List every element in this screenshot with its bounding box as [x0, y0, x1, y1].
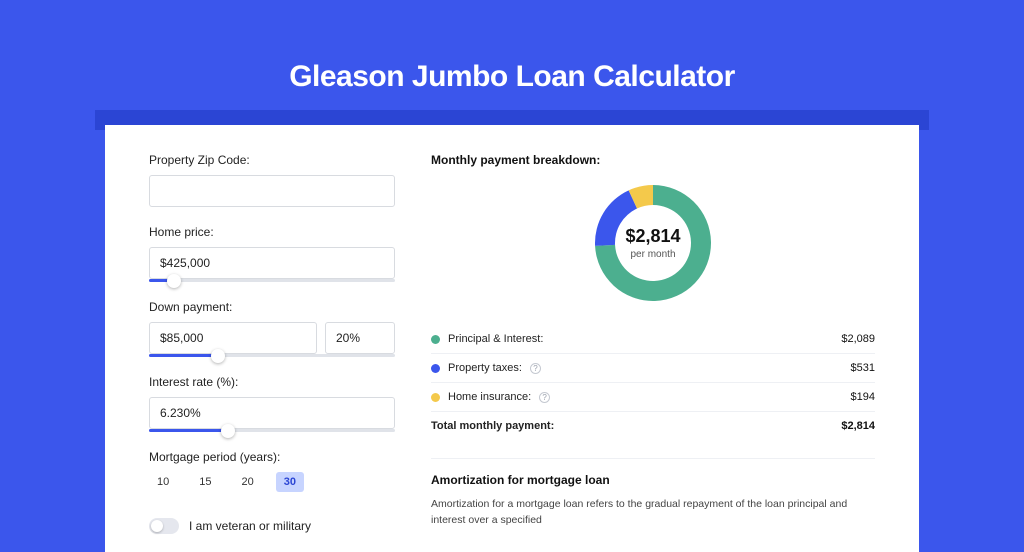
price-input[interactable] — [149, 247, 395, 279]
period-label: Mortgage period (years): — [149, 450, 395, 464]
legend-label: Principal & Interest: — [448, 333, 543, 345]
period-option-10[interactable]: 10 — [149, 472, 177, 492]
total-row: Total monthly payment: $2,814 — [431, 411, 875, 440]
zip-group: Property Zip Code: — [149, 153, 395, 207]
total-value: $2,814 — [841, 420, 875, 432]
donut-sub: per month — [630, 249, 675, 260]
page-title: Gleason Jumbo Loan Calculator — [0, 0, 1024, 94]
price-slider[interactable] — [149, 279, 395, 282]
legend-label: Home insurance: — [448, 391, 531, 403]
veteran-label: I am veteran or military — [189, 519, 311, 533]
down-slider-thumb[interactable] — [211, 349, 225, 363]
zip-input[interactable] — [149, 175, 395, 207]
rate-input[interactable] — [149, 397, 395, 429]
calculator-card: Property Zip Code: Home price: Down paym… — [105, 125, 919, 552]
rate-label: Interest rate (%): — [149, 375, 395, 389]
legend-row: Principal & Interest: $2,089 — [431, 325, 875, 353]
legend-value: $531 — [851, 362, 875, 374]
legend-label: Property taxes: — [448, 362, 522, 374]
veteran-toggle[interactable] — [149, 518, 179, 534]
legend-dot — [431, 335, 440, 344]
total-label: Total monthly payment: — [431, 420, 554, 432]
legend-value: $194 — [851, 391, 875, 403]
amortization-title: Amortization for mortgage loan — [431, 473, 875, 487]
period-option-30[interactable]: 30 — [276, 472, 304, 492]
period-option-15[interactable]: 15 — [191, 472, 219, 492]
price-label: Home price: — [149, 225, 395, 239]
amortization-section: Amortization for mortgage loan Amortizat… — [431, 458, 875, 529]
zip-label: Property Zip Code: — [149, 153, 395, 167]
legend-dot — [431, 364, 440, 373]
donut-amount: $2,814 — [625, 226, 680, 247]
down-label: Down payment: — [149, 300, 395, 314]
legend-value: $2,089 — [841, 333, 875, 345]
legend-row: Property taxes:? $531 — [431, 353, 875, 382]
veteran-toggle-knob — [151, 520, 163, 532]
down-group: Down payment: — [149, 300, 395, 357]
price-group: Home price: — [149, 225, 395, 282]
down-amount-input[interactable] — [149, 322, 317, 354]
info-icon[interactable]: ? — [539, 392, 550, 403]
veteran-row: I am veteran or military — [149, 518, 395, 534]
breakdown-panel: Monthly payment breakdown: $2,814 per mo… — [431, 153, 875, 552]
down-pct-input[interactable] — [325, 322, 395, 354]
info-icon[interactable]: ? — [530, 363, 541, 374]
inputs-panel: Property Zip Code: Home price: Down paym… — [149, 153, 395, 552]
down-slider[interactable] — [149, 354, 395, 357]
period-options: 10 15 20 30 — [149, 472, 395, 492]
legend: Principal & Interest: $2,089 Property taxe… — [431, 325, 875, 411]
breakdown-title: Monthly payment breakdown: — [431, 153, 875, 167]
amortization-text: Amortization for a mortgage loan refers … — [431, 497, 875, 529]
legend-dot — [431, 393, 440, 402]
rate-group: Interest rate (%): — [149, 375, 395, 432]
donut-chart: $2,814 per month — [589, 179, 717, 307]
rate-slider-thumb[interactable] — [221, 424, 235, 438]
legend-row: Home insurance:? $194 — [431, 382, 875, 411]
price-slider-thumb[interactable] — [167, 274, 181, 288]
page: Gleason Jumbo Loan Calculator Property Z… — [0, 0, 1024, 512]
rate-slider[interactable] — [149, 429, 395, 432]
period-option-20[interactable]: 20 — [234, 472, 262, 492]
period-group: Mortgage period (years): 10 15 20 30 — [149, 450, 395, 492]
